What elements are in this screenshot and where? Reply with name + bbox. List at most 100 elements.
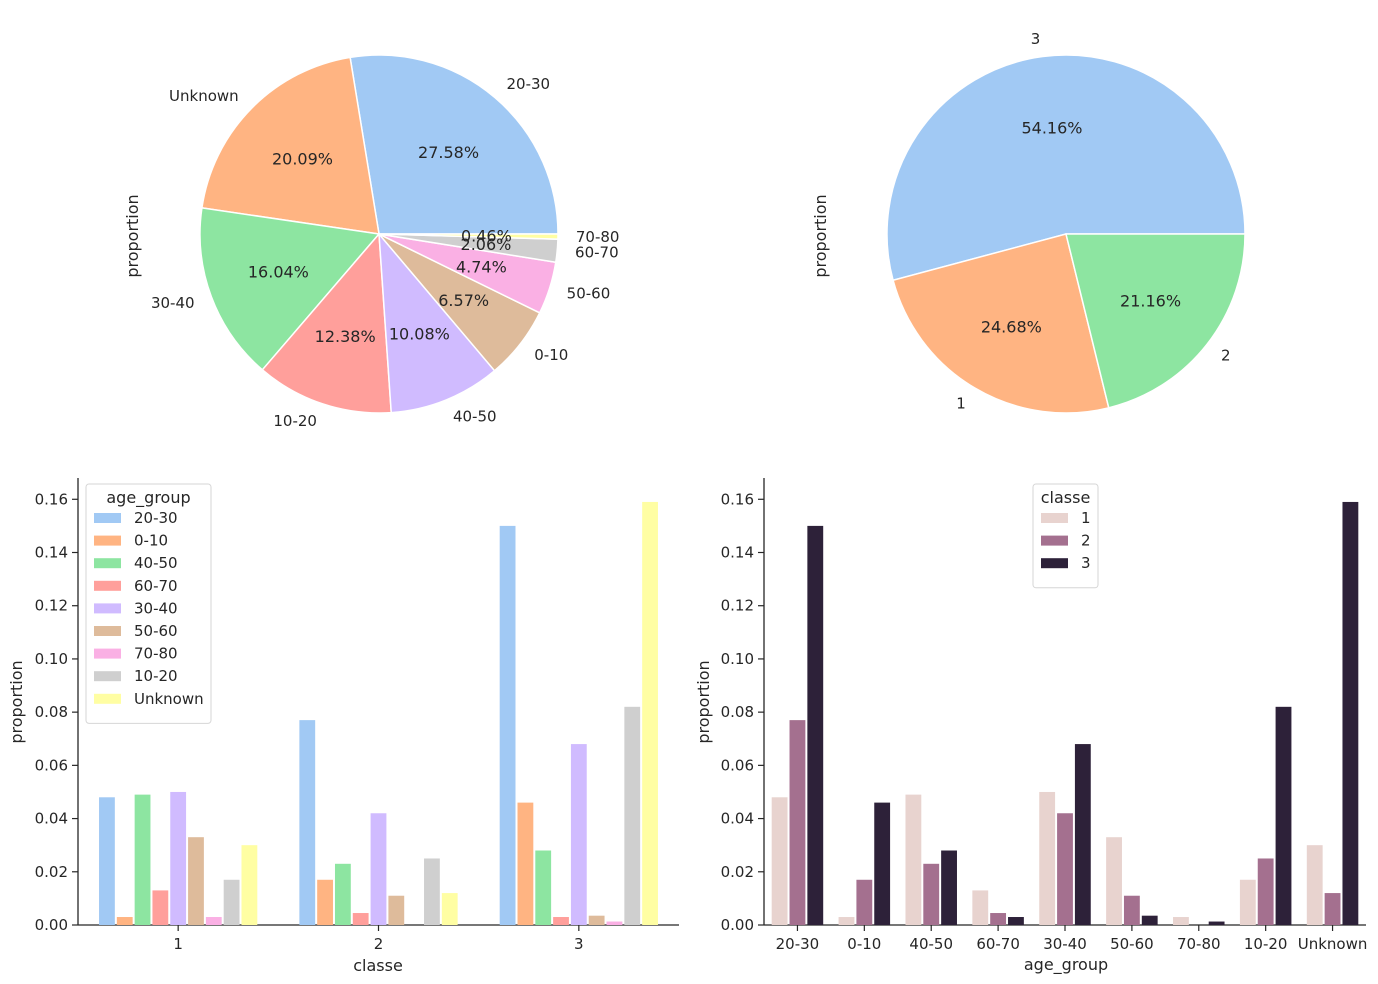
pie1-pct-50-60: 4.74% xyxy=(456,257,507,276)
bar1-legend-label-60-70: 60-70 xyxy=(134,577,178,595)
bar2-ytick-label: 0.04 xyxy=(721,810,754,828)
bar2-xtick-label: 30-40 xyxy=(1043,935,1087,953)
bar1-bar-40-50-3 xyxy=(535,850,552,925)
pie2-label-2: 2 xyxy=(1221,346,1231,364)
bar1-ytick-label: 0.10 xyxy=(35,650,68,668)
bar2-legend-swatch-1 xyxy=(1041,513,1068,523)
bar1-ytick-label: 0.04 xyxy=(35,810,68,828)
bar1-ytick-label: 0.00 xyxy=(35,916,68,934)
bar1-xlabel: classe xyxy=(353,956,403,975)
bar1-legend-label-50-60: 50-60 xyxy=(134,622,178,640)
bar2-ytick-label: 0.06 xyxy=(721,756,754,774)
bar2-ytick-label: 0.08 xyxy=(721,703,754,721)
bar2-bar-2-50-60 xyxy=(1123,895,1140,925)
bar1-ytick-label: 0.12 xyxy=(35,597,68,615)
pie1-label-30-40: 30-40 xyxy=(151,294,195,312)
bar1-bar-30-40-2 xyxy=(370,813,387,925)
bar1-bar-0-10-3 xyxy=(517,802,534,925)
bar2-xtick-label: 10-20 xyxy=(1244,935,1288,953)
bar2-bar-2-0-10 xyxy=(856,879,873,925)
bar1-bar-70-80-3 xyxy=(606,921,623,925)
bar1-legend-swatch-10-20 xyxy=(94,671,121,682)
bar1-bar-70-80-1 xyxy=(205,917,222,925)
pie2-label-3: 3 xyxy=(1031,30,1041,48)
bar2-bar-3-10-20 xyxy=(1275,706,1292,925)
bar2-xtick-label: Unknown xyxy=(1298,935,1368,953)
bar2-bar-2-40-50 xyxy=(923,863,940,925)
bar2-ylabel: proportion xyxy=(694,660,713,743)
bar2-bar-1-70-80 xyxy=(1173,917,1189,925)
bar2-ytick-label: 0.12 xyxy=(721,597,754,615)
pie1-pct-unknown: 20.09% xyxy=(272,150,333,169)
bar1-xtick-label: 2 xyxy=(374,935,384,953)
bar1-legend-swatch-50-60 xyxy=(94,626,121,636)
bar1-legend-swatch-0-10 xyxy=(94,535,121,546)
bar2-xlabel: age_group xyxy=(1024,955,1108,975)
bar1-bar-30-40-3 xyxy=(570,744,587,925)
bar2-xtick-label: 40-50 xyxy=(909,935,953,953)
bar2-bar-3-unknown xyxy=(1342,501,1359,925)
bar1-legend-swatch-40-50 xyxy=(94,558,121,569)
bar1-bar-50-60-3 xyxy=(588,915,605,925)
pie1-label-60-70: 60-70 xyxy=(575,243,619,261)
bar1-legend-label-40-50: 40-50 xyxy=(134,554,178,572)
pie1-slice-unknown xyxy=(201,56,380,235)
pie2-ylabel: proportion xyxy=(811,194,830,277)
bar1-bar-unknown-1 xyxy=(241,845,258,925)
bar1-ytick-label: 0.08 xyxy=(35,703,68,721)
pie1-pct-0-10: 6.57% xyxy=(438,291,489,310)
pie1-pct-60-70: 2.06% xyxy=(461,235,512,254)
pie1-slice-40-50 xyxy=(378,231,496,414)
pie1-pct-30-40: 16.04% xyxy=(248,263,309,282)
bar2-legend-title: classe xyxy=(1041,488,1091,507)
bar2-bar-1-40-50 xyxy=(905,794,922,925)
bar2-bar-3-50-60 xyxy=(1141,915,1158,925)
bar1-bar-unknown-2 xyxy=(441,893,458,925)
bar1-bar-20-30-3 xyxy=(499,525,516,925)
proportion-by-classe-bar-chart: classe proportion 0.00 0.02 0.04 0.06 0.08 0.… xyxy=(7,478,679,975)
bar1-legend-label-0-10: 0-10 xyxy=(134,532,168,550)
pie1-slice-70-80 xyxy=(378,233,559,240)
bar1-ytick-label: 0.16 xyxy=(35,490,68,508)
bar1-bar-30-40-1 xyxy=(170,791,187,925)
bar1-legend-label-70-80: 70-80 xyxy=(134,645,178,663)
bar1-xtick-label: 1 xyxy=(173,935,183,953)
bar1-legend-label-unknown: Unknown xyxy=(134,690,204,708)
pie1-label-50-60: 50-60 xyxy=(567,285,611,303)
age-group-pie-chart: proportion 20-30 27.58% Unknown 20.09% 30-40… xyxy=(123,54,619,430)
pie1-slice-10-20 xyxy=(261,232,393,414)
bar1-bar-60-70-1 xyxy=(152,890,169,925)
pie2-pct-3: 54.16% xyxy=(1021,119,1082,138)
bar2-bar-2-20-30 xyxy=(789,720,806,925)
bar1-legend-label-10-20: 10-20 xyxy=(134,667,178,685)
bar2-xtick-label: 60-70 xyxy=(976,935,1020,953)
bar1-bar-20-30-1 xyxy=(99,797,115,925)
bar1-ytick-label: 0.02 xyxy=(35,863,68,881)
bar2-xtick-label: 70-80 xyxy=(1177,935,1221,953)
bar1-bar-50-60-2 xyxy=(388,895,405,925)
bar1-bar-60-70-2 xyxy=(352,913,369,925)
pie1-pct-20-30: 27.58% xyxy=(418,143,479,162)
bar2-bar-3-20-30 xyxy=(807,525,824,925)
bar1-legend-swatch-30-40 xyxy=(94,603,121,614)
bar2-bar-1-60-70 xyxy=(972,890,989,925)
bar2-bar-1-unknown xyxy=(1306,845,1323,925)
bar2-xtick-label: 0-10 xyxy=(847,935,881,953)
bar1-bar-10-20-1 xyxy=(223,879,240,925)
bar2-ytick-label: 0.02 xyxy=(721,863,754,881)
pie1-pct-10-20: 12.38% xyxy=(315,327,376,346)
pie1-ylabel: proportion xyxy=(123,194,142,277)
bar2-legend-label-1: 1 xyxy=(1081,509,1091,527)
bar2-bar-1-50-60 xyxy=(1106,837,1122,925)
bar2-bar-1-0-10 xyxy=(838,917,855,925)
pie1-label-0-10: 0-10 xyxy=(534,346,568,364)
bar2-bar-3-30-40 xyxy=(1074,744,1091,925)
bar1-bar-10-20-3 xyxy=(624,706,641,925)
bar1-xtick-label: 3 xyxy=(574,935,584,953)
bar2-ytick-label: 0.00 xyxy=(721,916,754,934)
bar2-legend-label-3: 3 xyxy=(1081,554,1091,572)
bar2-legend-swatch-3 xyxy=(1041,558,1068,569)
classe-pie-chart: proportion 3 54.16% 1 24.68% 2 21.16% xyxy=(811,30,1246,414)
